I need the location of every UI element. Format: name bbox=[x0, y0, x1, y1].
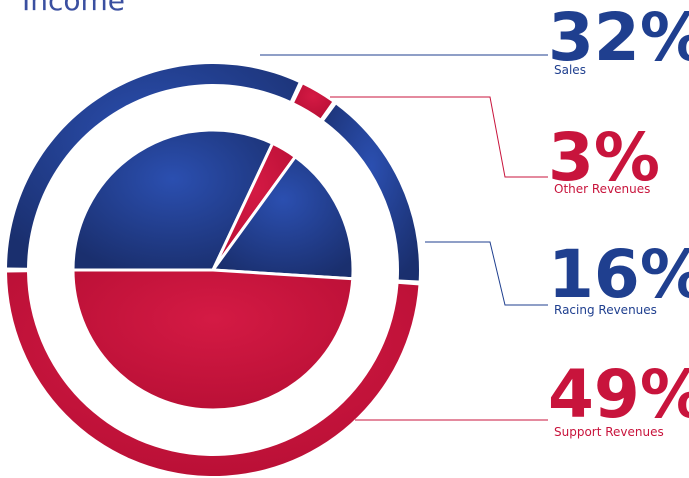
ring-segment bbox=[294, 84, 333, 119]
category-label: Racing Revenues bbox=[554, 303, 657, 317]
ring-segment bbox=[7, 64, 299, 268]
category-label: Support Revenues bbox=[554, 425, 664, 439]
value-label: 32% bbox=[548, 0, 689, 76]
value-label: 3% bbox=[548, 119, 660, 196]
pie-slice bbox=[71, 268, 355, 412]
leader-line bbox=[330, 96, 548, 178]
category-label: Other Revenues bbox=[554, 182, 650, 196]
pie-slice bbox=[71, 128, 275, 272]
value-label: 49% bbox=[548, 356, 689, 433]
leader-line bbox=[425, 241, 548, 306]
pie-slice bbox=[210, 154, 355, 281]
value-label: 16% bbox=[548, 236, 689, 313]
ring-segment bbox=[324, 104, 419, 281]
ring-segment bbox=[7, 272, 419, 477]
chart-title: Income bbox=[22, 0, 125, 17]
category-label: Sales bbox=[554, 63, 586, 77]
